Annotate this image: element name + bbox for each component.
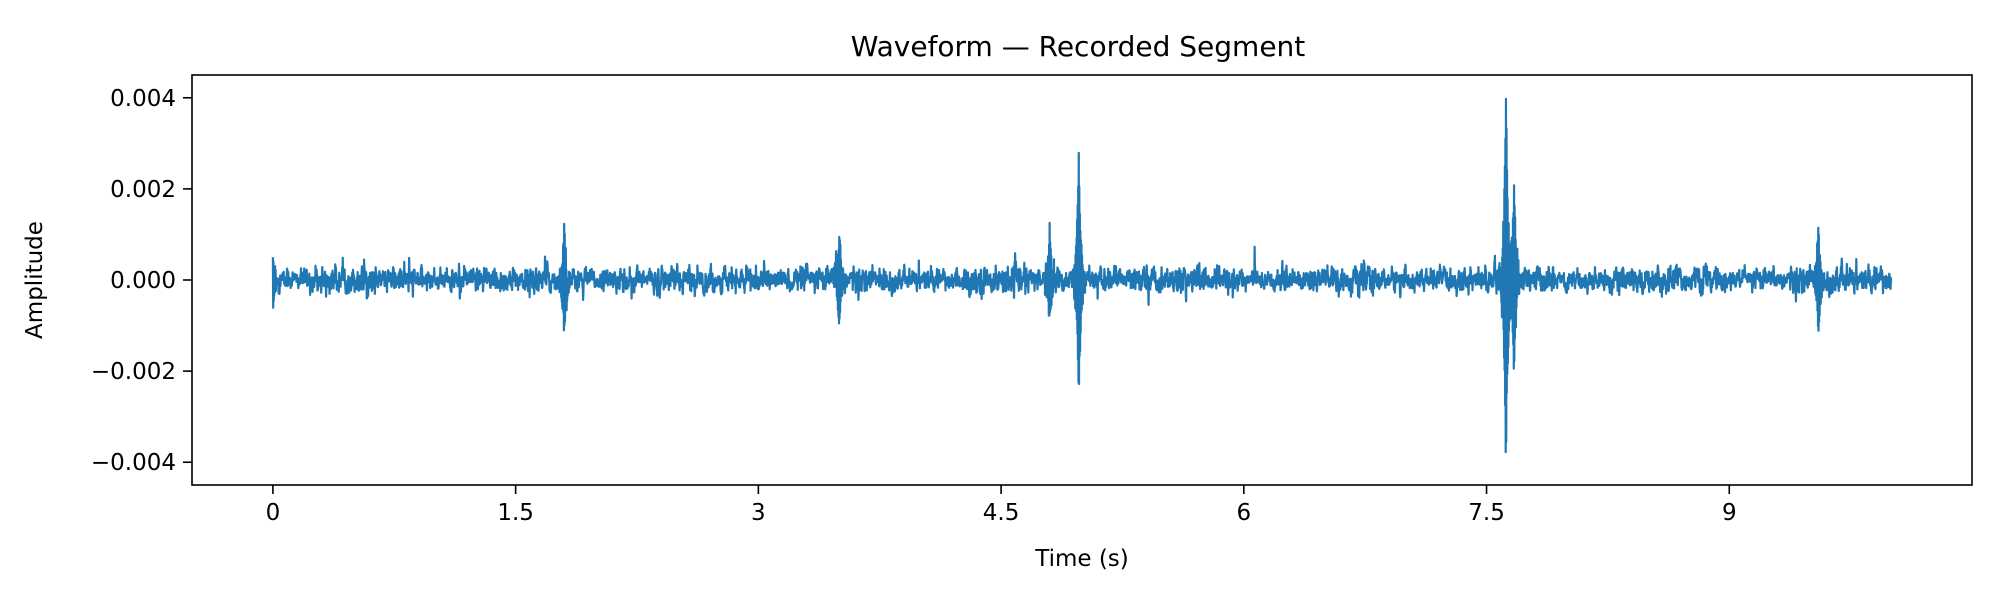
y-axis-label: Amplitude <box>22 221 48 339</box>
x-tick-label: 1.5 <box>497 500 534 526</box>
y-tick-label: 0.000 <box>110 268 176 294</box>
x-axis-ticks: 0 1.5 3 4.5 6 7.5 9 <box>266 485 1737 526</box>
x-tick-label: 7.5 <box>1468 500 1505 526</box>
y-tick-label: −0.002 <box>91 359 176 385</box>
y-axis-ticks: −0.004 −0.002 0.000 0.002 0.004 <box>91 86 192 476</box>
x-tick-label: 3 <box>751 500 766 526</box>
y-tick-label: −0.004 <box>91 450 176 476</box>
chart-title: Waveform — Recorded Segment <box>851 30 1306 63</box>
y-tick-label: 0.004 <box>110 86 176 112</box>
x-tick-label: 9 <box>1722 500 1737 526</box>
x-tick-label: 0 <box>266 500 281 526</box>
plot-area <box>271 97 1893 454</box>
x-axis-label: Time (s) <box>1034 546 1129 572</box>
waveform-line <box>271 97 1893 454</box>
y-tick-label: 0.002 <box>110 177 176 203</box>
x-tick-label: 6 <box>1236 500 1251 526</box>
x-tick-label: 4.5 <box>983 500 1020 526</box>
